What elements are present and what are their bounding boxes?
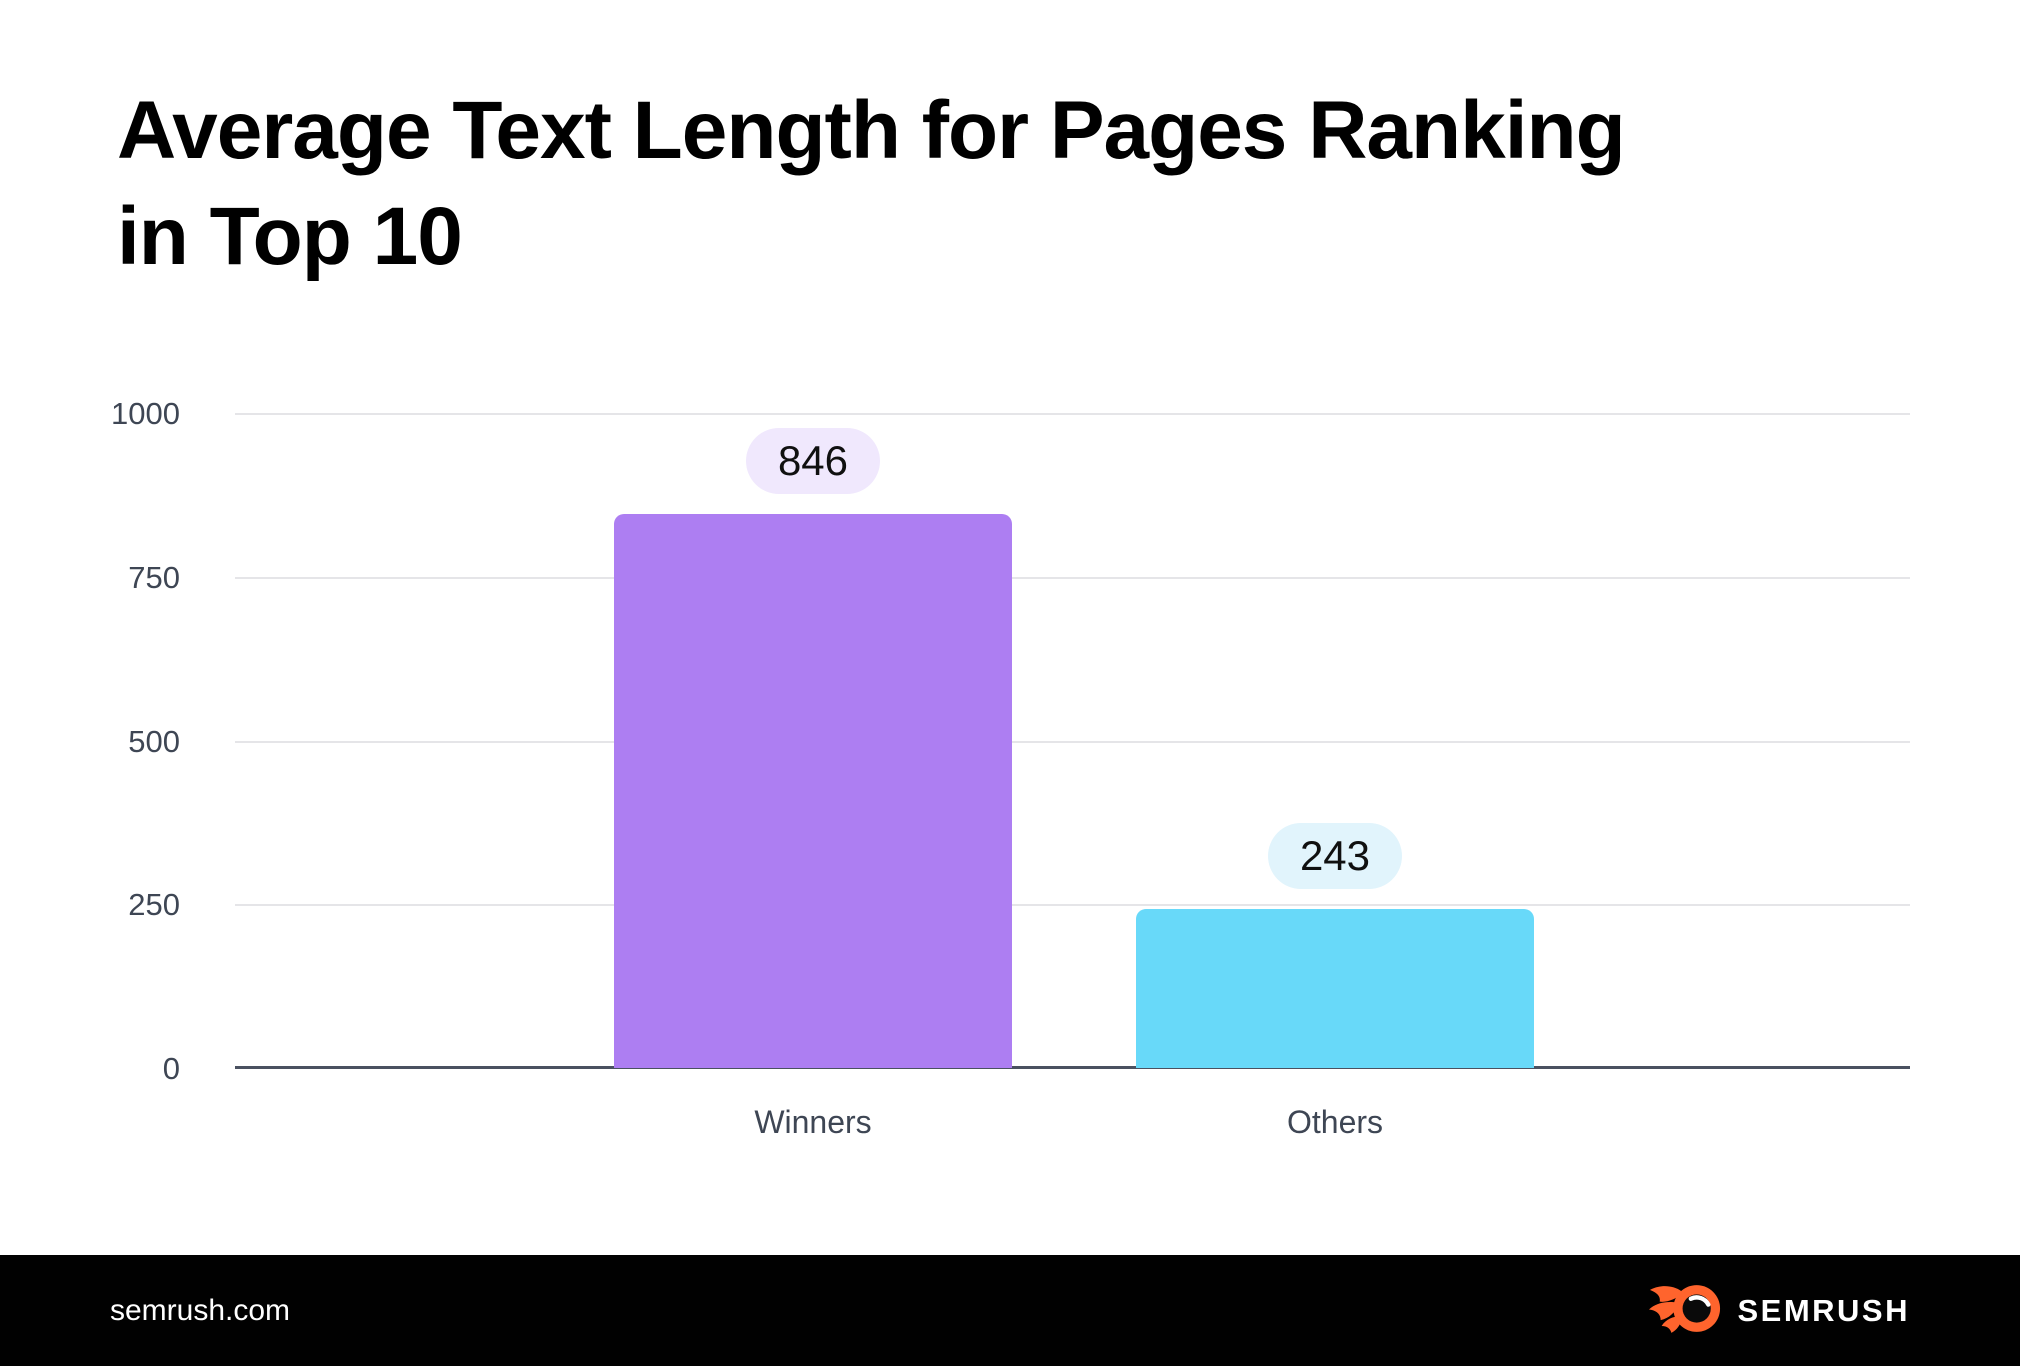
bar-winners: [614, 514, 1012, 1068]
y-tick-500: 500: [128, 724, 180, 759]
value-badge-winners: 846: [746, 428, 880, 494]
footer-site-url: semrush.com: [110, 1293, 291, 1327]
y-tick-750: 750: [128, 560, 180, 595]
gridline-250: [235, 904, 1910, 906]
semrush-logo-icon: [1648, 1283, 1722, 1339]
chart-title-line-1: Average Text Length for Pages Ranking: [117, 85, 1626, 176]
gridline-750: [235, 577, 1910, 579]
x-label-winners: Winners: [754, 1104, 872, 1140]
x-label-others: Others: [1286, 1104, 1384, 1140]
chart-title: Average Text Length for Pages Ranking in…: [117, 78, 1626, 290]
bar-others: [1136, 909, 1534, 1068]
gridline-1000: [235, 413, 1910, 415]
y-tick-250: 250: [128, 887, 180, 922]
y-tick-0: 0: [162, 1051, 180, 1086]
x-axis-line: [235, 1066, 1910, 1069]
semrush-wordmark: SEMRUSH: [1737, 1292, 1910, 1328]
chart-title-line-2: in Top 10: [117, 191, 463, 282]
footer-bar: semrush.com SEMRUSH: [0, 1255, 2020, 1366]
semrush-brand: SEMRUSH: [1648, 1283, 1910, 1339]
gridline-500: [235, 741, 1910, 743]
y-tick-1000: 1000: [111, 396, 180, 431]
value-badge-others: 243: [1268, 823, 1402, 889]
